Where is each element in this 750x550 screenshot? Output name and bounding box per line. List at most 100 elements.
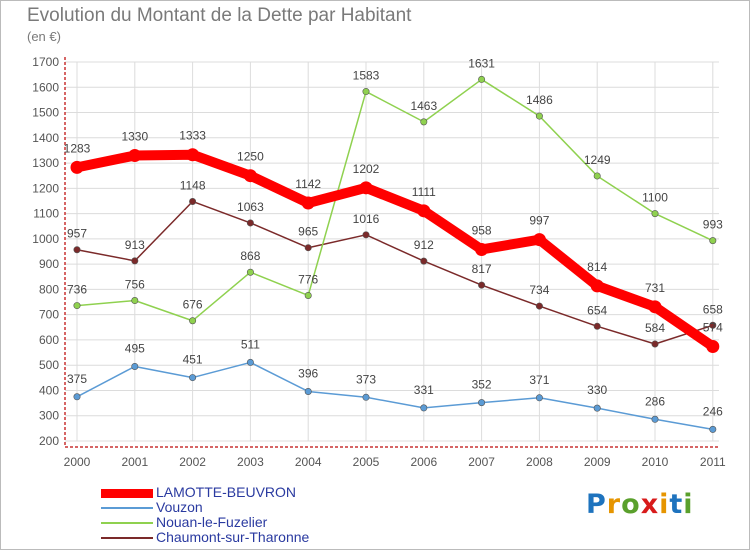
data-label: 246 — [703, 404, 723, 418]
data-label: 731 — [645, 281, 665, 295]
data-label: 286 — [645, 394, 665, 408]
y-tick-label: 300 — [39, 409, 59, 423]
data-point-lamotte-beuvron — [128, 148, 142, 162]
data-point-nouan-le-fuzelier — [304, 291, 312, 299]
data-point-chaumont-sur-tharonne — [478, 281, 486, 289]
data-point-vouzon — [362, 393, 370, 401]
data-label: 371 — [529, 373, 549, 387]
data-point-vouzon — [709, 425, 717, 433]
data-point-lamotte-beuvron — [186, 148, 200, 162]
legend-swatch — [101, 507, 153, 509]
data-point-nouan-le-fuzelier — [131, 297, 139, 305]
data-label: 1250 — [237, 150, 264, 164]
data-point-chaumont-sur-tharonne — [535, 302, 543, 310]
data-point-lamotte-beuvron — [243, 169, 257, 183]
legend-label: Vouzon — [156, 499, 203, 515]
data-point-chaumont-sur-tharonne — [362, 231, 370, 239]
data-point-lamotte-beuvron — [706, 340, 720, 354]
x-tick-label: 2010 — [642, 455, 669, 469]
data-point-vouzon — [535, 394, 543, 402]
data-label: 1063 — [237, 200, 264, 214]
data-label: 495 — [125, 341, 145, 355]
data-label: 1111 — [412, 185, 436, 199]
x-tick-label: 2006 — [410, 455, 437, 469]
x-tick-label: 2002 — [179, 455, 206, 469]
x-tick-label: 2005 — [353, 455, 380, 469]
data-label: 1249 — [584, 153, 611, 167]
data-label: 912 — [414, 238, 434, 252]
x-tick-label: 2008 — [526, 455, 553, 469]
data-label: 1631 — [468, 56, 495, 70]
data-point-lamotte-beuvron — [417, 204, 431, 218]
data-point-nouan-le-fuzelier — [246, 268, 254, 276]
y-tick-label: 800 — [39, 282, 59, 296]
series-line-chaumont-sur-tharonne — [76, 200, 714, 345]
data-point-vouzon — [189, 374, 197, 382]
data-point-lamotte-beuvron — [301, 196, 315, 210]
legend-label: Nouan-le-Fuzelier — [156, 514, 268, 530]
data-point-lamotte-beuvron — [70, 160, 84, 174]
series-line-vouzon — [76, 361, 713, 431]
chart-unit: (en €) — [27, 29, 61, 44]
data-label: 1583 — [353, 69, 380, 83]
data-label: 958 — [472, 223, 492, 237]
y-tick-label: 700 — [39, 308, 59, 322]
y-tick-label: 500 — [39, 358, 59, 372]
data-label: 511 — [241, 337, 260, 351]
series-line-nouan-le-fuzelier — [76, 78, 714, 322]
data-label: 1142 — [295, 177, 321, 191]
data-point-nouan-le-fuzelier — [420, 118, 428, 126]
y-tick-label: 1500 — [32, 106, 59, 120]
data-point-nouan-le-fuzelier — [189, 317, 197, 325]
data-point-chaumont-sur-tharonne — [189, 197, 197, 205]
data-label: 776 — [298, 272, 318, 286]
data-label: 817 — [472, 262, 492, 276]
data-point-chaumont-sur-tharonne — [593, 322, 601, 330]
y-tick-label: 1300 — [32, 156, 59, 170]
data-label: 868 — [240, 249, 260, 263]
data-label: 396 — [298, 366, 318, 380]
data-point-nouan-le-fuzelier — [651, 210, 659, 218]
data-point-chaumont-sur-tharonne — [709, 321, 717, 329]
data-label: 676 — [183, 298, 203, 312]
legend-label: Chaumont-sur-Tharonne — [156, 529, 310, 545]
data-point-vouzon — [131, 362, 139, 370]
data-label: 1283 — [64, 141, 91, 155]
proxiti-logo: Proxiti — [586, 489, 694, 520]
x-tick-label: 2009 — [584, 455, 611, 469]
y-tick-label: 1400 — [32, 131, 59, 145]
series-line-lamotte-beuvron — [75, 149, 716, 351]
y-tick-label: 1600 — [32, 80, 59, 94]
legend-swatch — [101, 537, 153, 539]
y-tick-label: 1100 — [33, 207, 59, 221]
data-label: 451 — [183, 353, 203, 367]
data-point-vouzon — [651, 415, 659, 423]
data-label: 375 — [67, 372, 87, 386]
data-label: 1016 — [353, 212, 380, 226]
data-point-vouzon — [478, 399, 486, 407]
data-label: 1486 — [526, 93, 553, 107]
legend-label: LAMOTTE-BEUVRON — [156, 484, 297, 500]
data-point-nouan-le-fuzelier — [73, 302, 81, 310]
data-point-vouzon — [420, 404, 428, 412]
y-tick-label: 1700 — [32, 55, 59, 69]
data-point-vouzon — [73, 393, 81, 401]
y-tick-label: 600 — [39, 333, 59, 347]
y-tick-label: 400 — [39, 383, 59, 397]
data-point-vouzon — [593, 404, 601, 412]
data-point-vouzon — [304, 387, 312, 395]
data-label: 734 — [529, 283, 549, 297]
data-point-lamotte-beuvron — [648, 300, 662, 314]
data-point-nouan-le-fuzelier — [478, 75, 486, 83]
data-label: 1148 — [180, 178, 206, 192]
data-label: 373 — [356, 372, 376, 386]
data-point-chaumont-sur-tharonne — [651, 340, 659, 348]
x-tick-label: 2004 — [295, 455, 322, 469]
x-tick-label: 2000 — [64, 455, 91, 469]
data-label: 574 — [703, 321, 723, 335]
data-label: 997 — [529, 214, 549, 228]
data-label: 965 — [298, 225, 318, 239]
legend-swatch — [101, 488, 153, 498]
data-point-chaumont-sur-tharonne — [304, 244, 312, 252]
data-label: 331 — [414, 383, 434, 397]
